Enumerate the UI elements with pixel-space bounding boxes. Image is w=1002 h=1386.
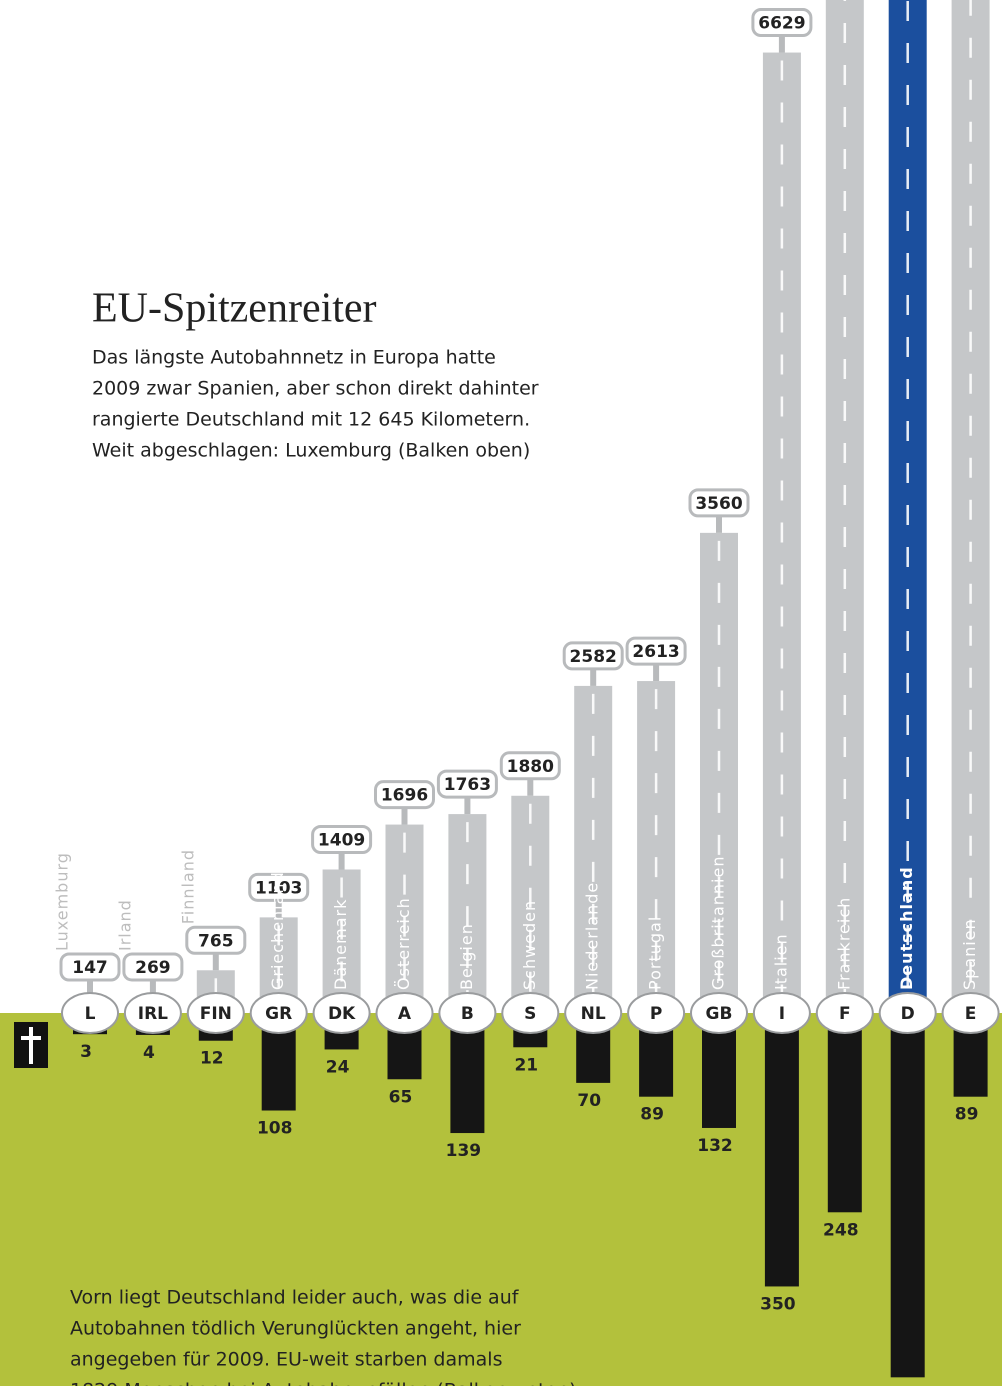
country-code: NL	[581, 1004, 606, 1024]
value-label: 3560	[695, 494, 742, 514]
connector	[339, 851, 345, 869]
country-code: IRL	[138, 1004, 168, 1024]
death-bar	[576, 1030, 610, 1083]
description-line: 2009 zwar Spanien, aber schon direkt dah…	[92, 378, 539, 400]
value-label: 147	[72, 958, 108, 978]
death-label: 21	[514, 1055, 538, 1075]
death-label: 70	[577, 1091, 601, 1111]
country-name: Frankreich	[834, 897, 853, 990]
value-label: 2582	[570, 647, 617, 667]
country-name: Irland	[115, 899, 134, 951]
chart-title: EU-Spitzenreiter	[92, 286, 377, 332]
connector	[779, 35, 785, 53]
value-label: 6629	[758, 14, 805, 34]
country-name: Österreich	[394, 897, 413, 990]
value-label: 765	[198, 931, 234, 951]
country-name: Italien	[771, 933, 790, 990]
death-label: 4	[143, 1043, 155, 1063]
death-label: 350	[760, 1294, 796, 1314]
death-label: 248	[823, 1220, 859, 1240]
value-label: 1696	[381, 786, 428, 806]
death-label: 132	[697, 1136, 733, 1156]
death-label: 108	[257, 1119, 293, 1139]
death-label: 139	[446, 1141, 482, 1161]
country-code: F	[839, 1004, 851, 1024]
death-bar	[765, 1030, 799, 1286]
death-label: 65	[389, 1087, 413, 1107]
death-bar	[639, 1030, 673, 1097]
description-line: Weit abgeschlagen: Luxemburg (Balken obe…	[92, 440, 530, 462]
footnote-line: angegeben für 2009. EU-weit starben dama…	[70, 1349, 502, 1371]
death-label: 12	[200, 1049, 224, 1069]
country-name: Spanien	[960, 918, 979, 990]
connector	[716, 515, 722, 533]
country-code: FIN	[200, 1004, 232, 1024]
country-name: Belgien	[457, 923, 476, 990]
country-code: GB	[706, 1004, 733, 1024]
death-bar	[828, 1030, 862, 1212]
country-name: Niederlande	[583, 882, 602, 990]
footnote-line: 1829 Menschen bei Autobahnunfällen (Balk…	[70, 1380, 577, 1386]
connector	[590, 668, 596, 686]
country-code: I	[779, 1004, 785, 1024]
connector	[402, 807, 408, 825]
death-bar	[450, 1030, 484, 1133]
connector	[213, 952, 219, 970]
footnote-line: Vorn liegt Deutschland leider auch, was …	[70, 1287, 520, 1309]
country-name: Luxemburg	[53, 852, 72, 951]
death-bar	[702, 1030, 736, 1128]
country-code: A	[398, 1004, 412, 1024]
country-code: E	[965, 1004, 977, 1024]
connector	[653, 663, 659, 681]
description-line: rangierte Deutschland mit 12 645 Kilomet…	[92, 409, 530, 431]
country-code: GR	[265, 1004, 292, 1024]
value-label: 269	[135, 958, 171, 978]
country-code: D	[901, 1004, 915, 1024]
death-bar	[262, 1030, 296, 1111]
value-label: 1409	[318, 830, 365, 850]
country-name: Dänemark	[331, 899, 350, 990]
description-line: Das längste Autobahnnetz in Europa hatte	[92, 347, 496, 369]
country-code: S	[524, 1004, 536, 1024]
connector	[527, 778, 533, 796]
description: Das längste Autobahnnetz in Europa hatte…	[92, 347, 539, 462]
death-icon	[14, 1022, 48, 1068]
value-label: 2613	[632, 642, 679, 662]
country-code: L	[85, 1004, 96, 1024]
country-name: Portugal	[646, 916, 665, 990]
death-label: 24	[326, 1057, 350, 1077]
death-label: 89	[640, 1105, 664, 1125]
country-code: B	[461, 1004, 474, 1024]
death-bar	[954, 1030, 988, 1097]
country-name: Großbritannien	[709, 856, 728, 990]
footnote-line: Autobahnen tödlich Verunglückten angeht,…	[70, 1318, 521, 1340]
connector	[464, 796, 470, 814]
value-label: 1880	[507, 757, 554, 777]
country-code: DK	[328, 1004, 356, 1024]
value-label: 1763	[444, 775, 491, 795]
country-name: Deutschland	[897, 866, 916, 990]
death-bar	[891, 1030, 925, 1377]
country-code: P	[650, 1004, 662, 1024]
death-label: 3	[80, 1042, 92, 1062]
chart: 3 147Luxemburg L 4 269Irland IRL 12 765Finnland…	[0, 0, 1002, 1386]
country-name: Griechenland	[268, 871, 287, 990]
country-name: Schweden	[520, 900, 539, 990]
death-bar	[388, 1030, 422, 1079]
country-name: Finnland	[178, 849, 197, 924]
death-label: 89	[955, 1105, 979, 1125]
